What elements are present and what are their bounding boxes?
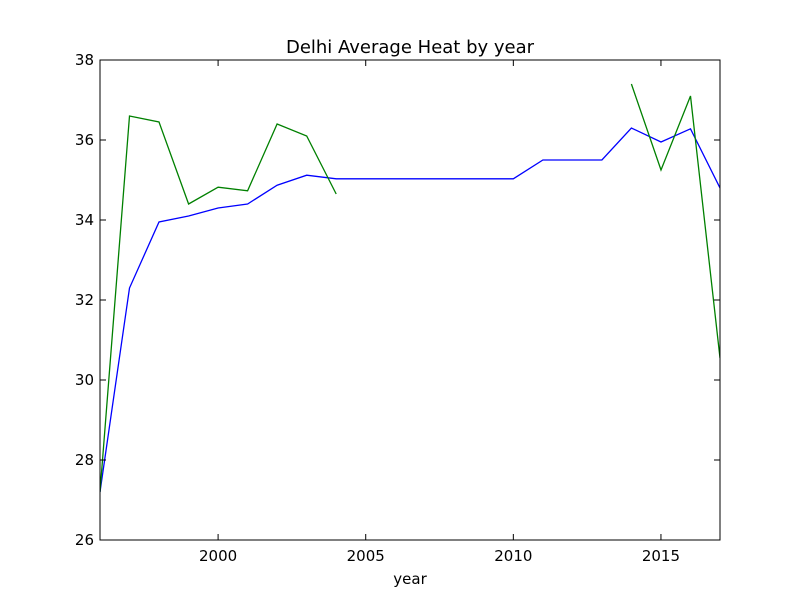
y-tick-label: 32 bbox=[75, 291, 94, 309]
y-tick-label: 30 bbox=[75, 371, 94, 389]
y-tick-label: 34 bbox=[75, 211, 94, 229]
y-tick-label: 28 bbox=[75, 451, 94, 469]
series-1-line bbox=[100, 127, 720, 493]
y-tick-label: 26 bbox=[75, 531, 94, 549]
series-2-line-segment-1 bbox=[100, 115, 337, 493]
series-2-line-segment-2 bbox=[630, 83, 720, 359]
x-tick-label: 2000 bbox=[199, 547, 237, 565]
x-tick-label: 2005 bbox=[347, 547, 385, 565]
x-tick-label: 2015 bbox=[642, 547, 680, 565]
plot-area bbox=[100, 83, 720, 493]
axes: 2000 2005 2010 2015 26 28 30 32 34 36 38 bbox=[75, 51, 721, 565]
x-axis-label: year bbox=[393, 570, 427, 588]
y-tick-label: 36 bbox=[75, 131, 94, 149]
y-tick-label: 38 bbox=[75, 51, 94, 69]
x-tick-label: 2010 bbox=[494, 547, 532, 565]
chart-title: Delhi Average Heat by year bbox=[286, 37, 535, 58]
